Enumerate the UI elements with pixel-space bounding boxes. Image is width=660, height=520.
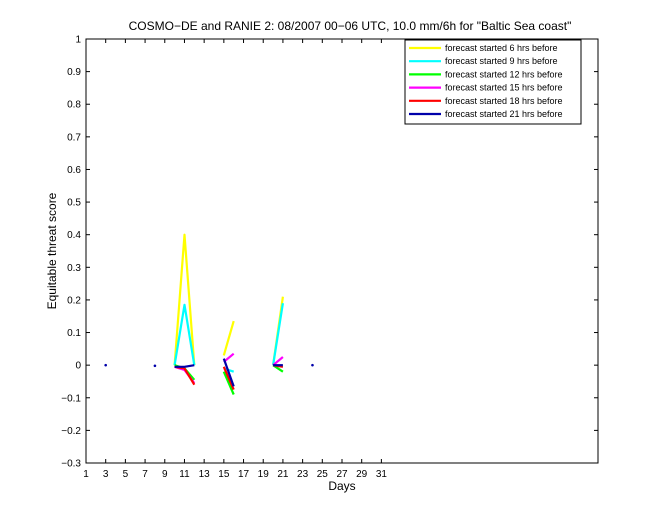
series-line-segment bbox=[173, 233, 196, 366]
y-tick-label: −0.2 bbox=[61, 426, 81, 437]
x-tick-label: 29 bbox=[356, 469, 368, 480]
series-line-segment bbox=[222, 320, 235, 356]
y-tick-label: 1 bbox=[75, 35, 81, 46]
y-tick-label: 0.9 bbox=[67, 67, 81, 78]
series-line-segment bbox=[272, 303, 284, 366]
chart-title: COSMO−DE and RANIE 2: 08/2007 00−06 UTC,… bbox=[129, 19, 572, 33]
x-tick-label: 19 bbox=[258, 469, 270, 480]
x-tick-label: 5 bbox=[123, 469, 129, 480]
y-tick-label: 0.8 bbox=[67, 100, 81, 111]
legend-label: forecast started 18 hrs before bbox=[445, 96, 563, 106]
series-line-segment bbox=[222, 358, 235, 387]
y-axis-label: Equitable threat score bbox=[45, 192, 59, 309]
y-tick-label: 0.3 bbox=[67, 263, 81, 274]
y-tick-label: 0.1 bbox=[67, 328, 81, 339]
series-line-segment bbox=[173, 303, 196, 366]
y-tick-label: 0.7 bbox=[67, 132, 81, 143]
data-point bbox=[153, 364, 157, 368]
series-line-segment bbox=[174, 364, 195, 368]
x-tick-label: 3 bbox=[103, 469, 109, 480]
x-tick-label: 17 bbox=[238, 469, 250, 480]
x-tick-label: 25 bbox=[317, 469, 329, 480]
legend-label: forecast started 12 hrs before bbox=[445, 69, 563, 79]
legend-entry: forecast started 9 hrs before bbox=[409, 56, 558, 66]
y-tick-label: 0.4 bbox=[67, 230, 81, 241]
y-tick-label: 0.6 bbox=[67, 165, 81, 176]
legend-label: forecast started 21 hrs before bbox=[445, 109, 563, 119]
y-tick-label: −0.3 bbox=[61, 459, 81, 470]
x-tick-label: 15 bbox=[218, 469, 230, 480]
x-tick-label: 9 bbox=[162, 469, 168, 480]
series-line-segment bbox=[222, 366, 235, 391]
x-tick-label: 27 bbox=[336, 469, 348, 480]
legend-entry: forecast started 21 hrs before bbox=[409, 109, 563, 119]
legend-entry: forecast started 18 hrs before bbox=[409, 96, 563, 106]
x-tick-label: 21 bbox=[277, 469, 289, 480]
legend-label: forecast started 15 hrs before bbox=[445, 83, 563, 93]
y-tick-label: 0.2 bbox=[67, 295, 81, 306]
data-point bbox=[104, 363, 107, 367]
x-tick-label: 7 bbox=[142, 469, 148, 480]
legend-label: forecast started 9 hrs before bbox=[445, 56, 558, 66]
series-line-segment bbox=[222, 371, 235, 395]
legend-entry: forecast started 12 hrs before bbox=[409, 69, 563, 79]
legend-entry: forecast started 6 hrs before bbox=[409, 43, 558, 53]
x-tick-label: 11 bbox=[179, 469, 190, 480]
y-tick-label: −0.1 bbox=[61, 393, 81, 404]
legend-entry: forecast started 15 hrs before bbox=[409, 83, 563, 93]
x-tick-label: 31 bbox=[376, 469, 388, 480]
series-6 bbox=[104, 358, 314, 387]
x-axis-label: Days bbox=[328, 479, 355, 493]
y-tick-label: 0.5 bbox=[67, 198, 81, 209]
x-tick-label: 13 bbox=[199, 469, 211, 480]
y-tick-label: 0 bbox=[75, 361, 81, 372]
legend: forecast started 6 hrs before forecast st… bbox=[404, 39, 582, 125]
legend-label: forecast started 6 hrs before bbox=[445, 43, 558, 53]
data-point bbox=[311, 363, 314, 367]
axis-ticks: 1 3 5 7 9 11 13 15 17 19 21 23 25 27 29 31−0.3−0.2−0.10… bbox=[61, 35, 598, 480]
series-layer bbox=[104, 233, 314, 395]
series-line-segment bbox=[272, 356, 284, 367]
x-tick-label: 1 bbox=[83, 469, 89, 480]
x-tick-label: 23 bbox=[297, 469, 309, 480]
legend-box bbox=[404, 39, 582, 125]
